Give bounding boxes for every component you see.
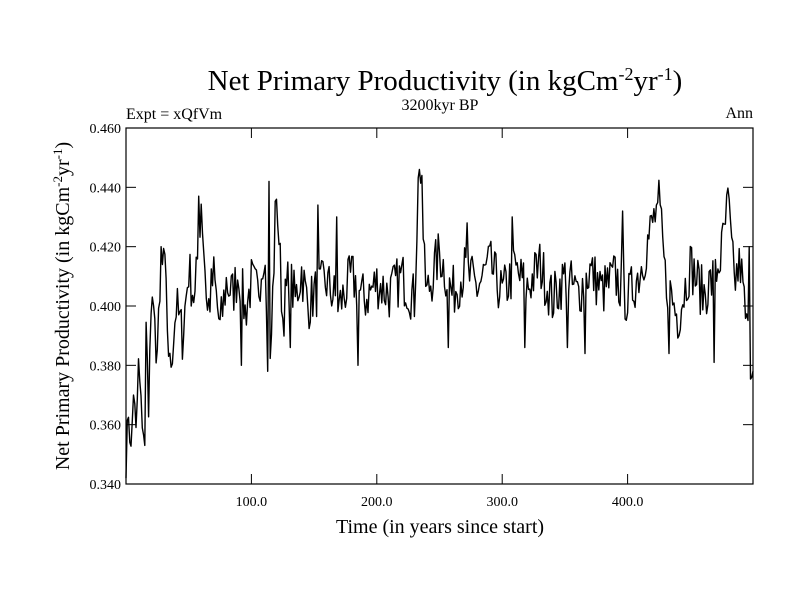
y-tick-label: 0.460 <box>90 122 122 137</box>
y-tick-label: 0.440 <box>90 181 122 196</box>
y-tick-label: 0.420 <box>90 241 122 256</box>
chart-title: Net Primary Productivity (in kgCm-2yr-1) <box>208 64 683 97</box>
y-tick-label: 0.360 <box>90 419 122 434</box>
x-tick-label: 300.0 <box>486 495 518 510</box>
y-tick-label: 0.340 <box>90 478 122 493</box>
x-tick-label: 100.0 <box>236 495 268 510</box>
y-tick-label: 0.380 <box>90 359 122 374</box>
x-tick-label: 400.0 <box>612 495 644 510</box>
period-label: 3200kyr BP <box>402 97 479 114</box>
season-label: Ann <box>725 105 753 122</box>
x-tick-label: 200.0 <box>361 495 393 510</box>
x-axis: 100.0 200.0 300.0 400.0 <box>236 128 644 510</box>
y-tick-label: 0.400 <box>90 300 122 315</box>
y-axis: 0.340 0.360 0.380 0.400 0.420 0.440 0.460 <box>90 122 753 493</box>
x-axis-label: Time (in years since start) <box>336 516 544 538</box>
npp-series-line <box>125 168 754 479</box>
experiment-label: Expt = xQfVm <box>126 106 223 123</box>
y-axis-label: Net Primary Productivity (in kgCm-2yr-1) <box>50 142 75 470</box>
